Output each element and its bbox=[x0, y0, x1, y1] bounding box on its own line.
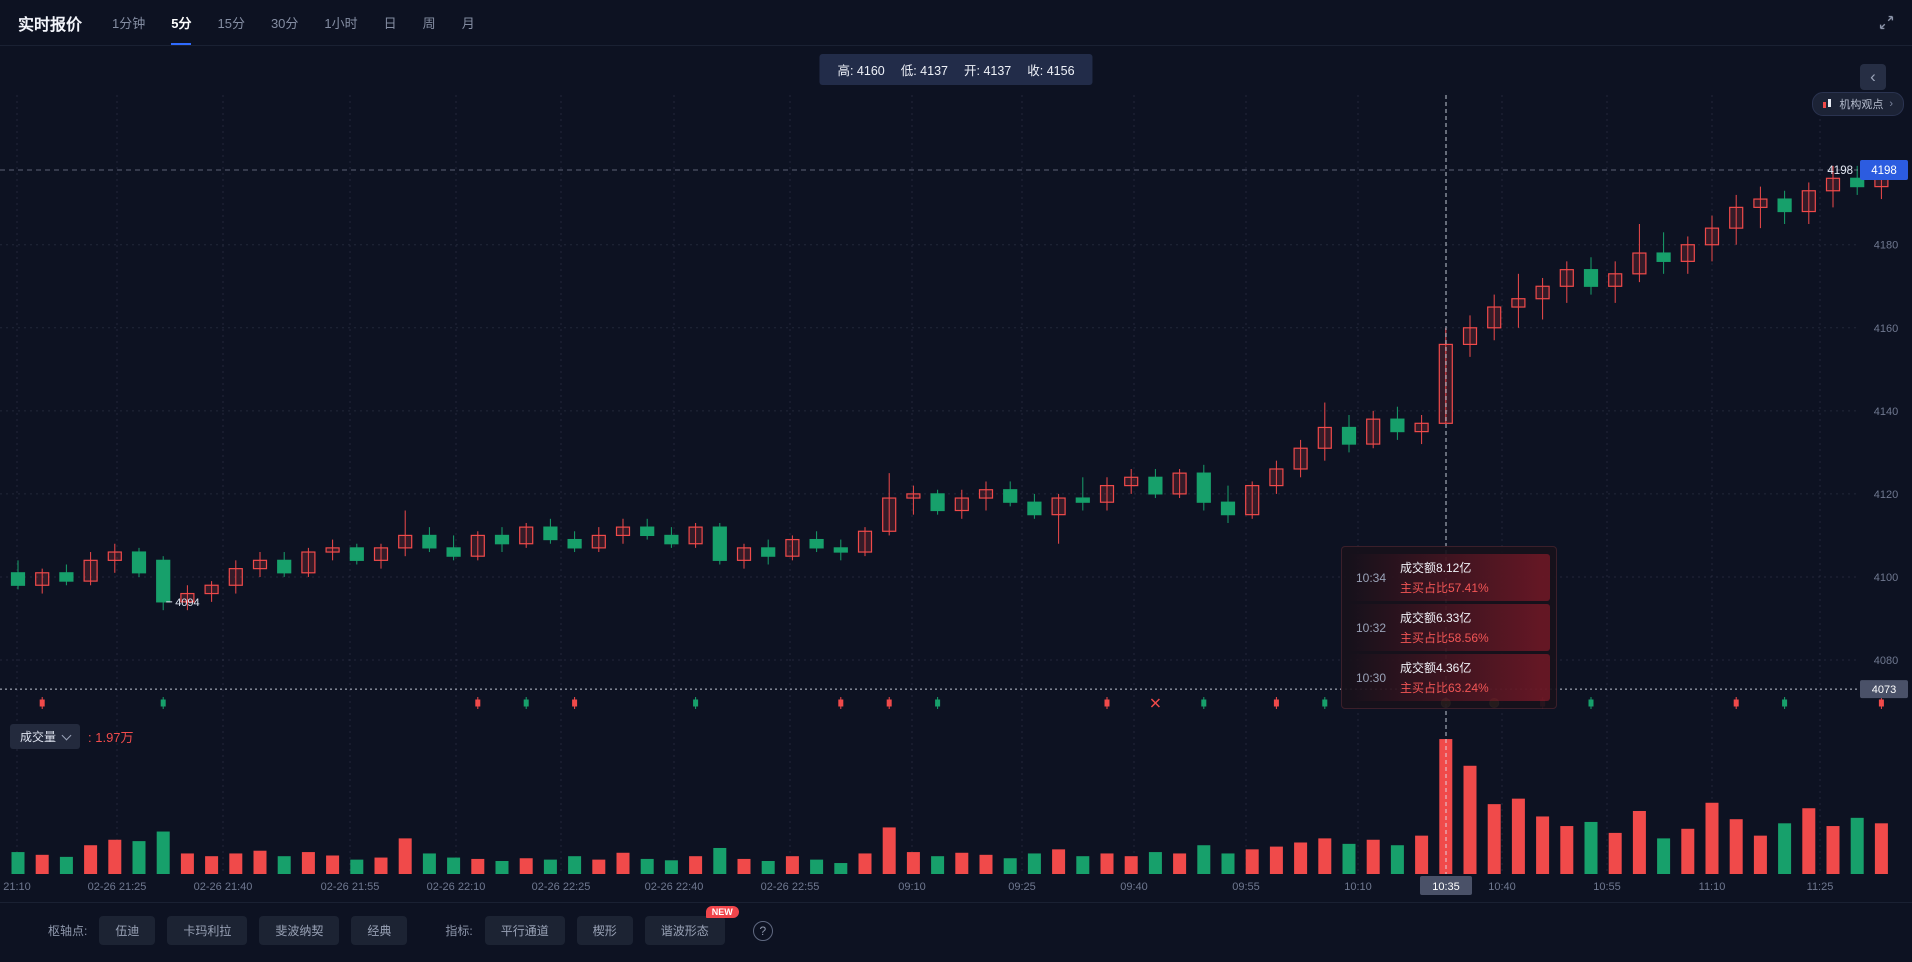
tab-month[interactable]: 月 bbox=[461, 16, 475, 31]
ohlc-high: 高: 4160 bbox=[837, 64, 885, 78]
svg-text:4160: 4160 bbox=[1874, 323, 1898, 335]
header: 实时报价 1分钟 5分 15分 30分 1小时 日 周 月 bbox=[0, 0, 1912, 46]
indicator-harmonic-button[interactable]: 谐波形态 bbox=[644, 916, 725, 945]
indicator-group-label: 指标: bbox=[445, 924, 473, 938]
tab-1hour[interactable]: 1小时 bbox=[324, 16, 358, 31]
svg-text:02-26 22:10: 02-26 22:10 bbox=[427, 881, 486, 893]
fullscreen-icon[interactable] bbox=[1879, 15, 1894, 30]
tooltip-amount: 成交额8.12亿 bbox=[1400, 561, 1472, 575]
ohlc-close: 收: 4156 bbox=[1027, 64, 1075, 78]
turnover-tooltip: 10:34 成交额8.12亿 主买占比57.41% 10:32 成交额6.33亿… bbox=[1341, 546, 1557, 709]
svg-text:09:55: 09:55 bbox=[1232, 881, 1260, 893]
svg-text:4140: 4140 bbox=[1874, 406, 1898, 418]
ohlc-open: 开: 4137 bbox=[964, 64, 1012, 78]
svg-text:4120: 4120 bbox=[1874, 489, 1898, 501]
help-icon[interactable]: ? bbox=[752, 920, 773, 941]
volume-indicator-dropdown[interactable]: 成交量 bbox=[10, 724, 81, 749]
svg-text:11:25: 11:25 bbox=[1807, 881, 1834, 893]
chevron-left-icon: ‹ bbox=[1870, 67, 1876, 86]
pivot-camarilla-button[interactable]: 卡玛利拉 bbox=[167, 916, 248, 945]
institution-viewpoint-label: 机构观点 bbox=[1839, 99, 1884, 111]
volume-label: 成交量 bbox=[20, 730, 57, 744]
svg-text:02-26 22:55: 02-26 22:55 bbox=[761, 881, 820, 893]
timeframe-tabs: 1分钟 5分 15分 30分 1小时 日 周 月 bbox=[112, 0, 475, 45]
svg-text:4100: 4100 bbox=[1874, 572, 1898, 584]
ohlc-summary-bar: 高: 4160 低: 4137 开: 4137 收: 4156 bbox=[819, 54, 1093, 85]
tab-30min[interactable]: 30分 bbox=[270, 16, 299, 31]
svg-text:4094: 4094 bbox=[175, 597, 199, 609]
svg-text:10:10: 10:10 bbox=[1344, 881, 1372, 893]
pivot-fibonacci-button[interactable]: 斐波纳契 bbox=[259, 916, 340, 945]
svg-text:02-26 21:55: 02-26 21:55 bbox=[321, 881, 380, 893]
svg-text:02-26 22:25: 02-26 22:25 bbox=[532, 881, 591, 893]
svg-text:21:10: 21:10 bbox=[3, 881, 31, 893]
pivot-woodie-button[interactable]: 伍迪 bbox=[99, 916, 156, 945]
institution-viewpoint-badge[interactable]: 机构观点 › bbox=[1812, 92, 1904, 116]
tooltip-row: 10:30 成交额4.36亿 主买占比63.24% bbox=[1348, 654, 1550, 701]
svg-text:4198: 4198 bbox=[1827, 165, 1853, 177]
new-badge: NEW bbox=[705, 906, 739, 918]
svg-text:4080: 4080 bbox=[1874, 655, 1898, 667]
tab-week[interactable]: 周 bbox=[422, 16, 436, 31]
collapse-panel-button[interactable]: ‹ bbox=[1860, 64, 1886, 90]
pivot-classic-button[interactable]: 经典 bbox=[351, 916, 408, 945]
indicator-parallel-channel-button[interactable]: 平行通道 bbox=[484, 916, 565, 945]
tab-5min[interactable]: 5分 bbox=[171, 0, 192, 45]
tooltip-amount: 成交额6.33亿 bbox=[1400, 611, 1472, 625]
svg-text:10:40: 10:40 bbox=[1488, 881, 1516, 893]
svg-text:09:10: 09:10 bbox=[898, 881, 926, 893]
tab-1min[interactable]: 1分钟 bbox=[112, 16, 146, 31]
svg-text:02-26 21:40: 02-26 21:40 bbox=[194, 881, 253, 893]
indicator-wedge-button[interactable]: 楔形 bbox=[576, 916, 633, 945]
tooltip-time: 10:30 bbox=[1356, 670, 1387, 685]
tooltip-time: 10:32 bbox=[1356, 620, 1387, 635]
tooltip-ratio: 主买占比63.24% bbox=[1400, 681, 1489, 695]
chevron-down-icon bbox=[61, 730, 72, 740]
tooltip-amount: 成交额4.36亿 bbox=[1400, 661, 1472, 675]
tab-day[interactable]: 日 bbox=[383, 16, 397, 31]
tab-15min[interactable]: 15分 bbox=[217, 16, 245, 31]
tooltip-time: 10:34 bbox=[1356, 570, 1387, 585]
volume-pane-header: 成交量 : 1.97万 bbox=[10, 724, 134, 749]
volume-value: : 1.97万 bbox=[88, 730, 134, 745]
svg-text:11:10: 11:10 bbox=[1699, 881, 1726, 893]
bottom-toolbar: 枢轴点: 伍迪 卡玛利拉 斐波纳契 经典 指标: 平行通道 楔形 谐波形态 NE… bbox=[0, 902, 1912, 962]
tooltip-row: 10:32 成交额6.33亿 主买占比58.56% bbox=[1348, 604, 1550, 651]
svg-text:02-26 21:25: 02-26 21:25 bbox=[88, 881, 147, 893]
svg-text:09:25: 09:25 bbox=[1008, 881, 1036, 893]
svg-text:02-26 22:40: 02-26 22:40 bbox=[645, 881, 704, 893]
svg-text:4198: 4198 bbox=[1871, 165, 1897, 177]
chevron-right-icon: › bbox=[1889, 98, 1893, 110]
ohlc-low: 低: 4137 bbox=[900, 64, 948, 78]
tooltip-row: 10:34 成交额8.12亿 主买占比57.41% bbox=[1348, 554, 1550, 601]
svg-text:4180: 4180 bbox=[1874, 240, 1898, 252]
svg-text:09:40: 09:40 bbox=[1120, 881, 1148, 893]
page-title: 实时报价 bbox=[18, 16, 83, 34]
svg-text:10:55: 10:55 bbox=[1593, 881, 1621, 893]
tooltip-ratio: 主买占比58.56% bbox=[1400, 631, 1489, 645]
mini-candles-icon bbox=[1823, 99, 1832, 108]
svg-text:4073: 4073 bbox=[1872, 684, 1896, 696]
svg-text:10:35: 10:35 bbox=[1432, 881, 1460, 893]
tooltip-ratio: 主买占比57.41% bbox=[1400, 581, 1489, 595]
pivot-group-label: 枢轴点: bbox=[48, 924, 88, 938]
